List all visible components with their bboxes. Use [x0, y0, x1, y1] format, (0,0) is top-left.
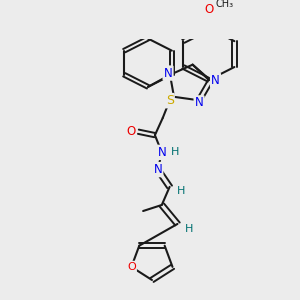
Text: N: N [211, 74, 220, 87]
Text: H: H [185, 224, 194, 234]
Text: H: H [177, 186, 186, 196]
Text: O: O [127, 262, 136, 272]
Text: N: N [154, 163, 162, 176]
Text: S: S [166, 94, 174, 107]
Text: H: H [171, 147, 180, 158]
Text: CH₃: CH₃ [216, 0, 234, 9]
Text: N: N [158, 146, 166, 159]
Text: N: N [164, 67, 172, 80]
Text: O: O [127, 125, 136, 138]
Text: O: O [204, 3, 214, 16]
Text: N: N [195, 96, 203, 110]
